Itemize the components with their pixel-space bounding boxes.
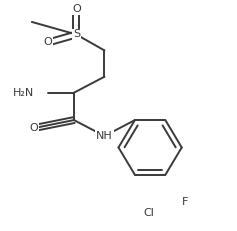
Text: NH: NH (96, 131, 113, 141)
Text: S: S (73, 30, 80, 40)
Text: O: O (44, 37, 53, 47)
Text: Cl: Cl (144, 208, 154, 218)
Text: O: O (72, 4, 81, 14)
Text: F: F (182, 197, 188, 207)
Text: O: O (30, 123, 39, 133)
Text: H₂N: H₂N (13, 88, 34, 98)
